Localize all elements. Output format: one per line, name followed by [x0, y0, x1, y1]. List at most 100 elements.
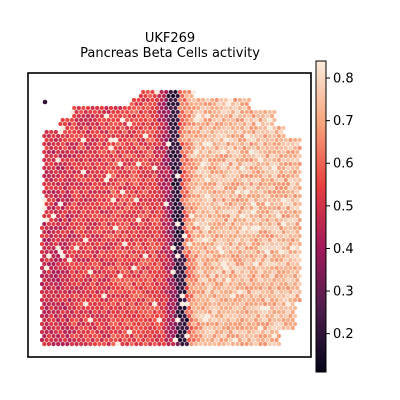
spatial-spot [155, 153, 159, 159]
spatial-spot [207, 173, 212, 179]
spatial-spot [65, 197, 70, 203]
spatial-spot [212, 229, 217, 235]
spatial-spot [157, 205, 162, 211]
spatial-spot [157, 333, 162, 339]
spatial-spot [79, 133, 84, 139]
spatial-spot [63, 329, 67, 335]
spatial-spot [297, 153, 302, 159]
spatial-spot [67, 161, 72, 167]
spatial-spot [65, 261, 70, 267]
spatial-spot [256, 249, 261, 255]
spatial-spot [161, 253, 166, 259]
spatial-spot [127, 201, 132, 207]
spatial-spot [44, 305, 49, 311]
spatial-spot [102, 309, 107, 315]
spatial-spot [95, 233, 100, 239]
spatial-spot [86, 169, 90, 175]
spatial-spot [265, 137, 270, 143]
spatial-spot [286, 205, 291, 211]
spatial-spot [283, 313, 288, 319]
spatial-spot [198, 109, 203, 115]
spatial-spot [251, 225, 256, 231]
spatial-spot [270, 217, 274, 223]
spatial-spot [293, 145, 297, 151]
spatial-spot [281, 317, 286, 323]
spatial-spot [210, 297, 215, 303]
spatial-spot [155, 161, 159, 167]
spatial-spot [242, 161, 247, 167]
spatial-spot [152, 133, 157, 139]
spatial-spot [102, 229, 107, 235]
spatial-spot [260, 321, 265, 327]
spatial-spot [207, 245, 212, 251]
spatial-spot [138, 285, 143, 291]
spatial-spot [295, 181, 300, 187]
spatial-spot [207, 229, 212, 235]
spatial-spot [138, 269, 143, 275]
spatial-spot [67, 297, 72, 303]
spatial-spot [134, 213, 139, 219]
spatial-spot [253, 149, 258, 155]
spatial-spot [161, 277, 166, 283]
spatial-spot [260, 297, 265, 303]
spatial-spot [106, 325, 111, 331]
spatial-spot [122, 321, 127, 327]
spatial-spot [201, 177, 205, 183]
spatial-spot [150, 201, 155, 207]
spatial-spot [201, 217, 205, 223]
spatial-spot [46, 141, 51, 147]
spatial-spot [219, 161, 224, 167]
spatial-spot [178, 145, 182, 151]
spatial-spot [247, 225, 251, 231]
spatial-spot [99, 209, 104, 215]
spatial-spot [159, 305, 164, 311]
spatial-spot [230, 117, 235, 123]
spatial-spot [242, 169, 247, 175]
spatial-spot [175, 205, 180, 211]
spatial-spot [258, 133, 263, 139]
spatial-spot [247, 105, 251, 111]
spatial-spot [60, 293, 65, 299]
spatial-spot [125, 173, 130, 179]
spatial-spot [281, 301, 286, 307]
spatial-spot [237, 153, 242, 159]
spatial-spot [265, 161, 270, 167]
spatial-spot [274, 321, 279, 327]
spatial-spot [279, 193, 284, 199]
spatial-spot [166, 189, 171, 195]
spatial-spot [251, 185, 256, 191]
spatial-spot [99, 297, 104, 303]
spatial-spot [74, 117, 79, 123]
spatial-spot [164, 177, 169, 183]
spatial-spot [166, 325, 171, 331]
spatial-spot [203, 125, 208, 131]
spatial-spot [219, 217, 224, 223]
spatial-spot [283, 249, 288, 255]
spatial-spot [141, 89, 146, 95]
spatial-spot [65, 253, 70, 259]
spatial-spot [235, 165, 240, 171]
spatial-spot [60, 133, 65, 139]
spatial-spot [53, 145, 58, 151]
spatial-spot [104, 321, 109, 327]
spatial-spot [267, 221, 272, 227]
spatial-spot [42, 141, 47, 147]
spatial-spot [74, 165, 79, 171]
spatial-spot [152, 93, 157, 99]
spatial-spot [109, 249, 113, 255]
spatial-spot [233, 329, 238, 335]
spatial-spot [159, 273, 164, 279]
spatial-spot [203, 149, 208, 155]
spatial-spot [251, 129, 256, 135]
spatial-spot [240, 245, 245, 251]
spatial-spot [260, 265, 265, 271]
spatial-spot [46, 317, 51, 323]
spatial-spot [86, 153, 90, 159]
spatial-spot [226, 317, 231, 323]
spatial-spot [111, 269, 116, 275]
spatial-spot [187, 193, 192, 199]
spatial-spot [198, 237, 203, 243]
spatial-spot [290, 317, 295, 323]
spatial-spot [152, 109, 157, 115]
spatial-spot [293, 281, 297, 287]
